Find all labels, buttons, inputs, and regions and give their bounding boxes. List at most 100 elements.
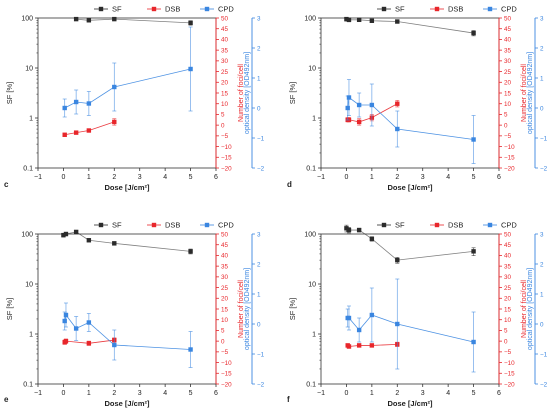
x-tick-label: 4: [163, 390, 167, 397]
data-point-dsb: [395, 101, 400, 106]
data-point-sf: [73, 229, 79, 235]
legend-label: DSB: [448, 5, 463, 14]
data-point-cpd: [395, 321, 400, 327]
y-right1-tick-label: 5: [221, 112, 225, 119]
y-right1-tick-label: 20: [504, 296, 512, 303]
data-point-sf: [356, 17, 362, 23]
y-right1-tick-label: 35: [221, 47, 229, 54]
data-point-cpd: [73, 326, 79, 331]
y-left-tick-label: 100: [21, 232, 33, 239]
y-left-tick-label: 0.1: [306, 166, 316, 173]
y-left-tick-label: 10: [308, 66, 316, 73]
y-right2-axis-title: optical density [OD492nm]: [244, 52, 251, 134]
y-right2-tick-label: −1: [257, 351, 265, 358]
legend-marker: [98, 6, 104, 12]
y-right1-axis-title: Number of foci/cell: [521, 280, 528, 338]
legend-marker: [487, 6, 493, 12]
series-cpd: [62, 26, 193, 118]
x-tick-label: 2: [112, 390, 116, 397]
legend-label: SF: [112, 5, 122, 14]
legend-marker: [98, 222, 104, 228]
data-point-sf: [346, 17, 352, 23]
data-point-dsb: [62, 132, 67, 137]
data-point-dsb: [369, 343, 375, 348]
x-axis-title: Dose [J/cm²]: [387, 399, 433, 408]
y-right1-tick-label: 45: [504, 26, 512, 33]
data-point-cpd: [62, 318, 67, 324]
y-left-tick-label: 100: [304, 16, 316, 23]
data-point-dsb: [73, 130, 79, 135]
data-point-cpd: [356, 102, 362, 108]
legend-marker: [487, 222, 493, 228]
series-line-cpd: [64, 314, 191, 350]
y-right2-tick-label: −1: [540, 351, 548, 358]
panel-label: c: [4, 180, 9, 189]
y-right1-tick-label: 10: [221, 317, 229, 324]
y-right1-tick-label: −20: [504, 165, 515, 172]
y-left-tick-label: 10: [25, 282, 33, 289]
y-right1-axis-title: Number of foci/cell: [238, 64, 245, 122]
series-line-sf: [76, 18, 191, 24]
x-tick-label: 6: [497, 174, 501, 181]
y-left-tick-label: 100: [304, 232, 316, 239]
data-point-sf: [369, 236, 375, 242]
y-right2-tick-label: 0: [540, 105, 544, 112]
y-right1-tick-label: −20: [504, 381, 515, 388]
y-right1-tick-label: 10: [221, 101, 229, 108]
x-tick-label: 3: [421, 174, 425, 181]
x-tick-label: 5: [189, 390, 193, 397]
y-right1-tick-label: −15: [504, 155, 515, 162]
x-tick-label: 5: [189, 174, 193, 181]
y-right2-tick-label: 0: [257, 321, 261, 328]
series-sf: [344, 16, 476, 37]
x-tick-label: 1: [87, 390, 91, 397]
y-left-tick-label: 1: [312, 116, 316, 123]
legend-label: CPD: [218, 221, 234, 230]
y-right1-tick-label: 35: [221, 263, 229, 270]
y-right1-axis-title: Number of foci/cell: [521, 64, 528, 122]
y-right2-tick-label: 0: [257, 105, 261, 112]
legend-label: CPD: [501, 221, 517, 230]
data-point-dsb: [63, 338, 69, 344]
y-right1-tick-label: 45: [221, 242, 229, 249]
y-right2-tick-label: 1: [257, 75, 261, 82]
y-right2-axis-title: optical density [OD492nm]: [244, 268, 251, 350]
data-point-sf: [188, 20, 193, 26]
data-point-sf: [471, 249, 476, 254]
y-left-tick-label: 1: [29, 332, 33, 339]
y-left-tick-label: 0.1: [23, 382, 33, 389]
data-point-sf: [471, 30, 476, 36]
data-point-sf: [395, 19, 400, 24]
series-dsb: [62, 118, 117, 137]
x-tick-label: 1: [87, 174, 91, 181]
x-tick-label: −1: [317, 390, 325, 397]
y-left-tick-label: 1: [312, 332, 316, 339]
y-left-axis-title: SF [%]: [5, 298, 14, 321]
y-right2-axis-title: optical density [OD492nm]: [527, 268, 534, 350]
y-right2-tick-label: 3: [540, 231, 544, 238]
y-right1-tick-label: 30: [221, 58, 229, 65]
y-left-tick-label: 0.1: [23, 166, 33, 173]
x-tick-label: −1: [34, 174, 42, 181]
data-point-sf: [73, 16, 79, 22]
y-right1-tick-label: 15: [504, 306, 512, 313]
x-axis-title: Dose [J/cm²]: [104, 399, 150, 408]
x-axis-title: Dose [J/cm²]: [104, 183, 150, 192]
y-right2-tick-label: 3: [257, 231, 261, 238]
data-point-cpd: [369, 102, 375, 108]
y-right1-tick-label: 35: [504, 47, 512, 54]
series-line-cpd: [347, 314, 474, 343]
panel-label: e: [4, 395, 9, 404]
data-point-sf: [369, 18, 375, 23]
y-right1-tick-label: 35: [504, 263, 512, 270]
series-line-cpd: [347, 96, 474, 140]
y-right2-tick-label: −1: [540, 135, 548, 142]
x-tick-label: 0: [344, 390, 348, 397]
legend-marker: [434, 222, 440, 228]
y-right2-tick-label: 2: [257, 261, 261, 268]
y-right1-tick-label: 5: [221, 328, 225, 335]
series-sf: [73, 16, 193, 26]
legend-label: DSB: [448, 221, 463, 230]
